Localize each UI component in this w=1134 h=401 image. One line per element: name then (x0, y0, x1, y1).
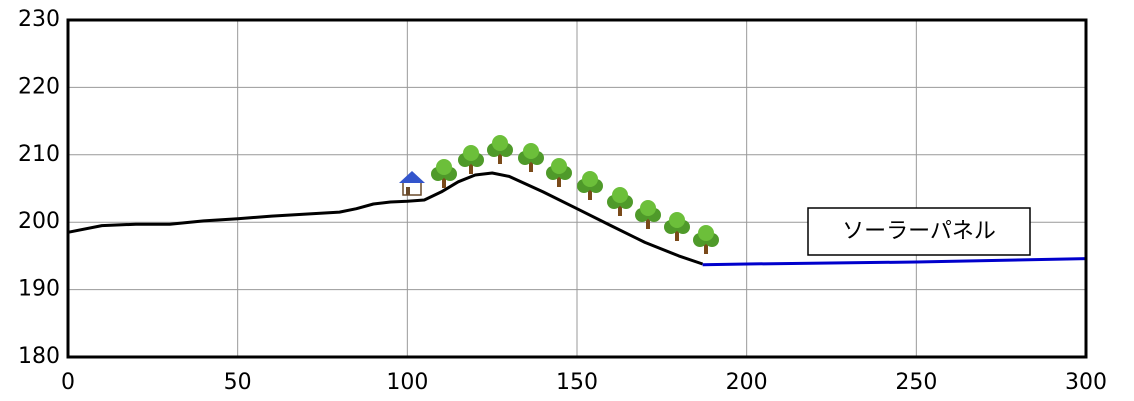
x-tick-label: 200 (726, 370, 768, 395)
y-tick-label: 210 (18, 142, 60, 167)
y-tick-label: 220 (18, 74, 60, 99)
tree-crown (640, 200, 656, 216)
tree-trunk (704, 242, 708, 254)
lines (67, 171, 1087, 267)
tree-crown (463, 145, 479, 161)
grid (67, 19, 1087, 358)
tree-trunk (557, 175, 561, 187)
plot-frame (66, 18, 1088, 359)
x-tick-label: 250 (895, 370, 937, 395)
tree-crown (669, 212, 685, 228)
y-tick-label: 180 (18, 344, 60, 369)
tree-trunk (646, 217, 650, 229)
tree-crown (698, 225, 714, 241)
tree-crown (436, 159, 452, 175)
x-tick-label: 0 (61, 370, 75, 395)
y-tick-label: 190 (18, 277, 60, 302)
x-tick-label: 50 (224, 370, 252, 395)
tree-trunk (529, 160, 533, 172)
tree-trunk (588, 188, 592, 200)
tree-crown (492, 135, 508, 151)
profile-line (702, 257, 1087, 267)
tree-trunk (675, 229, 679, 241)
x-tick-label: 150 (556, 370, 598, 395)
tree-crown (612, 187, 628, 203)
tree-trunk (498, 152, 502, 164)
x-tick-label: 300 (1065, 370, 1107, 395)
profile-line (67, 171, 704, 266)
tree-crown (523, 143, 539, 159)
annotation: ソーラーパネル (842, 219, 996, 244)
tree-trunk (442, 176, 446, 188)
x-tick-label: 100 (386, 370, 428, 395)
tree-trunk (469, 162, 473, 174)
tree-crown (551, 158, 567, 174)
y-tick-label: 230 (18, 7, 60, 32)
trees (431, 135, 719, 254)
annotation-box (807, 207, 1031, 256)
tree-trunk (618, 204, 622, 216)
house-icon (399, 171, 425, 196)
y-tick-label: 200 (18, 209, 60, 234)
tree-crown (582, 171, 598, 187)
